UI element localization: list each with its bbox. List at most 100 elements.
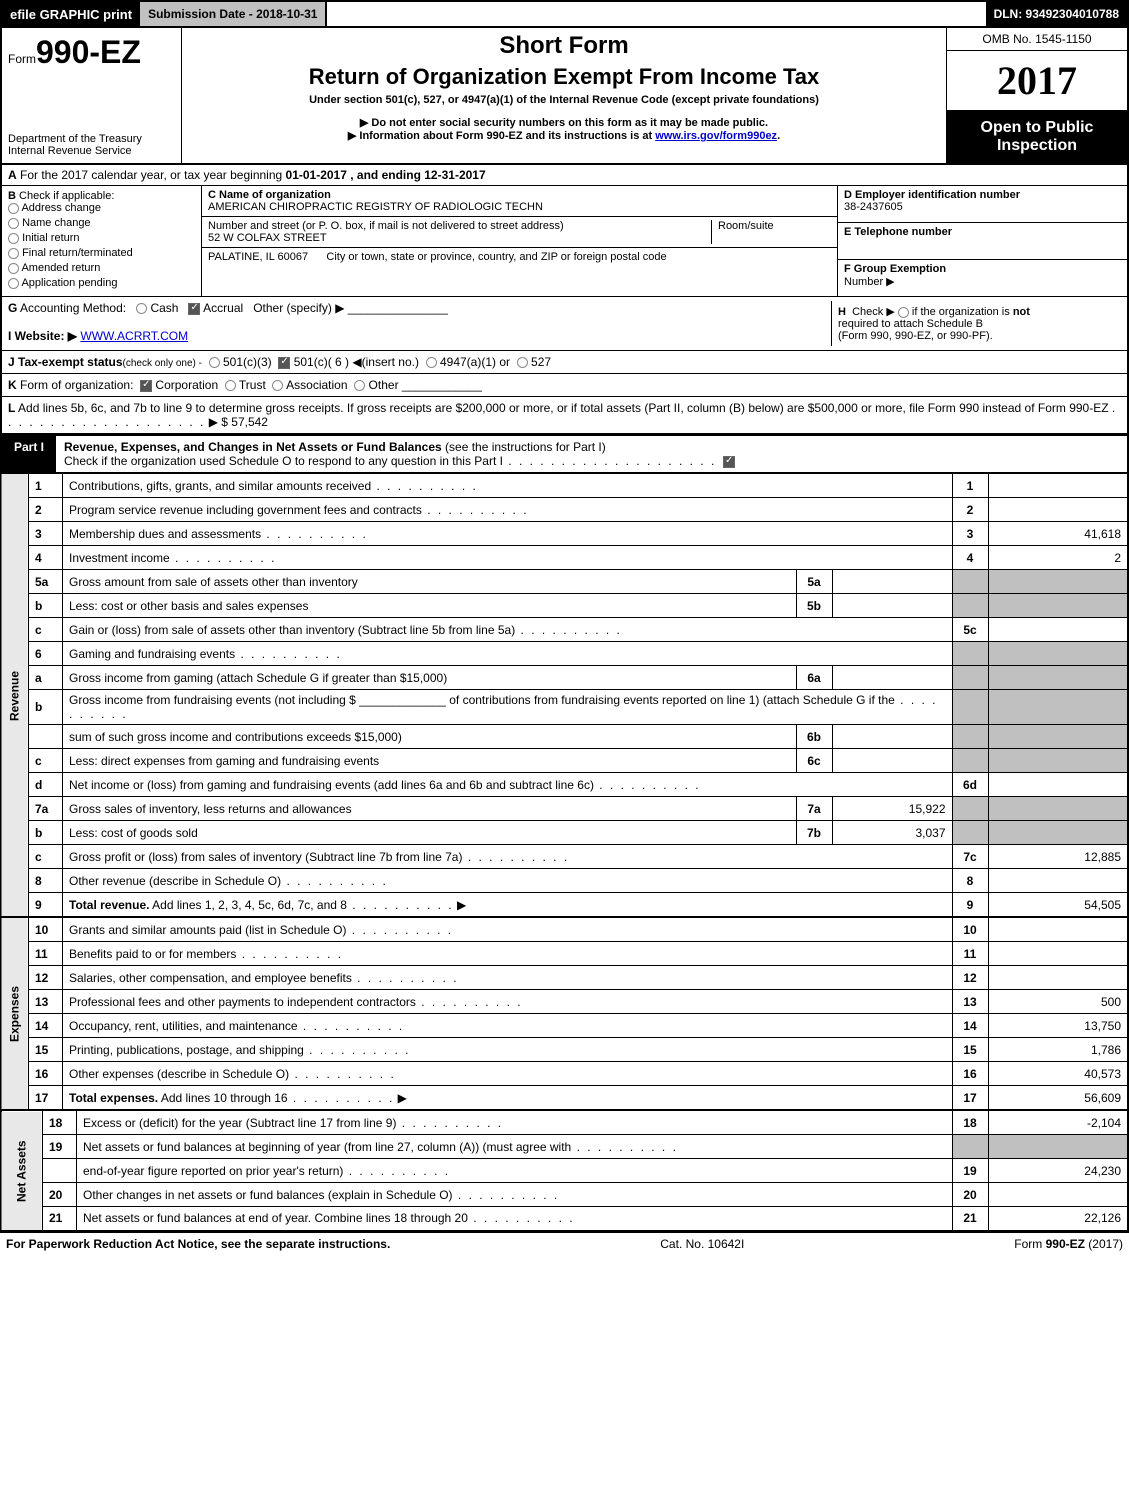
subtitle: Under section 501(c), 527, or 4947(a)(1)… bbox=[190, 94, 938, 106]
dept-irs: Internal Revenue Service bbox=[8, 145, 175, 157]
right-line-value: 22,126 bbox=[988, 1207, 1128, 1231]
label-name-change: Name change bbox=[22, 217, 91, 229]
right-line-number: 15 bbox=[952, 1038, 988, 1062]
opt-corporation: Corporation bbox=[155, 378, 218, 392]
line-row: Expenses10Grants and similar amounts pai… bbox=[1, 918, 1128, 942]
opt-cash: Cash bbox=[150, 301, 178, 315]
checkbox-amended-return[interactable] bbox=[8, 263, 19, 274]
radio-corporation[interactable] bbox=[140, 380, 152, 392]
line-description: Professional fees and other payments to … bbox=[63, 990, 953, 1014]
footer-catno: Cat. No. 10642I bbox=[660, 1237, 744, 1251]
tax-year-end: 12-31-2017 bbox=[424, 168, 485, 182]
revenue-table: Revenue1Contributions, gifts, grants, an… bbox=[0, 473, 1129, 917]
line-number: 21 bbox=[43, 1207, 77, 1231]
checkbox-final-return[interactable] bbox=[8, 248, 19, 259]
form-header: Form990-EZ Department of the Treasury In… bbox=[0, 28, 1129, 165]
checkbox-initial-return[interactable] bbox=[8, 233, 19, 244]
line-row: 2Program service revenue including gover… bbox=[1, 498, 1128, 522]
right-line-value bbox=[988, 966, 1128, 990]
opt-trust: Trust bbox=[239, 378, 266, 392]
line-description: Gross income from gaming (attach Schedul… bbox=[63, 666, 797, 690]
form990ez-link[interactable]: www.irs.gov/form990ez bbox=[655, 130, 777, 142]
instruction-info-post: . bbox=[777, 130, 780, 142]
side-label: Revenue bbox=[1, 474, 29, 917]
line-number: b bbox=[29, 821, 63, 845]
line-number: 17 bbox=[29, 1086, 63, 1110]
c-name-label: C Name of organization bbox=[208, 189, 831, 201]
checkbox-name-change[interactable] bbox=[8, 218, 19, 229]
tax-year: 2017 bbox=[947, 51, 1127, 111]
page-footer: For Paperwork Reduction Act Notice, see … bbox=[0, 1232, 1129, 1255]
radio-association[interactable] bbox=[272, 380, 283, 391]
label-address-change: Address change bbox=[21, 202, 101, 214]
block-bcdef: B Check if applicable: Address change Na… bbox=[0, 186, 1129, 297]
right-line-number: 16 bbox=[952, 1062, 988, 1086]
line-number: a bbox=[29, 666, 63, 690]
website-link[interactable]: WWW.ACRRT.COM bbox=[80, 329, 188, 343]
line-row: 16Other expenses (describe in Schedule O… bbox=[1, 1062, 1128, 1086]
row-gh: G Accounting Method: Cash Accrual Other … bbox=[0, 297, 1129, 351]
opt-527: 527 bbox=[531, 355, 551, 369]
line-number: b bbox=[29, 594, 63, 618]
radio-other-org[interactable] bbox=[354, 380, 365, 391]
line-description: Gaming and fundraising events bbox=[63, 642, 953, 666]
radio-trust[interactable] bbox=[225, 380, 236, 391]
section-b: B Check if applicable: Address change Na… bbox=[2, 186, 202, 296]
line-description: Net assets or fund balances at beginning… bbox=[77, 1135, 953, 1159]
city-value: PALATINE, IL 60067 bbox=[208, 251, 308, 263]
line-description: Less: cost or other basis and sales expe… bbox=[63, 594, 797, 618]
line-row: 15Printing, publications, postage, and s… bbox=[1, 1038, 1128, 1062]
j-label: J Tax-exempt status bbox=[8, 355, 123, 369]
l-label: L bbox=[8, 401, 15, 415]
short-form-title: Short Form bbox=[190, 32, 938, 60]
opt-501c3: 501(c)(3) bbox=[223, 355, 272, 369]
line-description: Net income or (loss) from gaming and fun… bbox=[63, 773, 953, 797]
row-j: J Tax-exempt status(check only one) - 50… bbox=[0, 351, 1129, 374]
opt-other-org: Other bbox=[369, 378, 399, 392]
line-row: bLess: cost of goods sold7b3,037 bbox=[1, 821, 1128, 845]
radio-accrual[interactable] bbox=[188, 303, 200, 315]
form-number-cell: Form990-EZ Department of the Treasury In… bbox=[2, 28, 182, 163]
right-line-value bbox=[988, 666, 1128, 690]
line-description: Gain or (loss) from sale of assets other… bbox=[63, 618, 953, 642]
section-b-title: Check if applicable: bbox=[19, 190, 114, 202]
street-value: 52 W COLFAX STREET bbox=[208, 232, 711, 244]
i-label: I Website: ▶ bbox=[8, 329, 77, 343]
checkbox-address-change[interactable] bbox=[8, 203, 19, 214]
footer-right-pre: Form bbox=[1014, 1237, 1045, 1251]
tax-year-begin: 01-01-2017 bbox=[286, 168, 347, 182]
return-title: Return of Organization Exempt From Incom… bbox=[190, 64, 938, 90]
radio-cash[interactable] bbox=[136, 303, 147, 314]
line-number: 11 bbox=[29, 942, 63, 966]
footer-right-post: (2017) bbox=[1085, 1237, 1123, 1251]
h-text3: required to attach Schedule B bbox=[838, 318, 983, 330]
l-amount: ▶ $ 57,542 bbox=[209, 415, 268, 429]
line-description: Less: direct expenses from gaming and fu… bbox=[63, 749, 797, 773]
h-text2: if the organization is bbox=[912, 306, 1010, 318]
right-line-number: 21 bbox=[952, 1207, 988, 1231]
radio-501c[interactable] bbox=[278, 357, 290, 369]
right-line-number bbox=[952, 690, 988, 725]
footer-right: Form 990-EZ (2017) bbox=[1014, 1237, 1123, 1251]
line-number: 1 bbox=[29, 474, 63, 498]
f-label2: Number ▶ bbox=[844, 276, 895, 288]
section-a-label: A bbox=[8, 168, 17, 182]
line-row: cGross profit or (loss) from sales of in… bbox=[1, 845, 1128, 869]
radio-527[interactable] bbox=[517, 357, 528, 368]
right-line-value bbox=[988, 749, 1128, 773]
radio-501c3[interactable] bbox=[209, 357, 220, 368]
line-number: 12 bbox=[29, 966, 63, 990]
radio-4947[interactable] bbox=[426, 357, 437, 368]
part1-title-rest: (see the instructions for Part I) bbox=[442, 440, 606, 454]
form-number: 990-EZ bbox=[36, 34, 141, 70]
right-line-value: 54,505 bbox=[988, 893, 1128, 917]
j-sub: (check only one) - bbox=[123, 358, 202, 369]
checkbox-h[interactable] bbox=[898, 307, 909, 318]
year-cell: OMB No. 1545-1150 2017 Open to Public In… bbox=[947, 28, 1127, 163]
part1-title-bold: Revenue, Expenses, and Changes in Net As… bbox=[64, 440, 442, 454]
checkbox-schedule-o[interactable] bbox=[723, 456, 735, 468]
row-l: L Add lines 5b, 6c, and 7b to line 9 to … bbox=[0, 397, 1129, 435]
instruction-info-pre: ▶ Information about Form 990-EZ and its … bbox=[348, 130, 655, 142]
checkbox-application-pending[interactable] bbox=[8, 278, 19, 289]
right-line-value bbox=[988, 594, 1128, 618]
